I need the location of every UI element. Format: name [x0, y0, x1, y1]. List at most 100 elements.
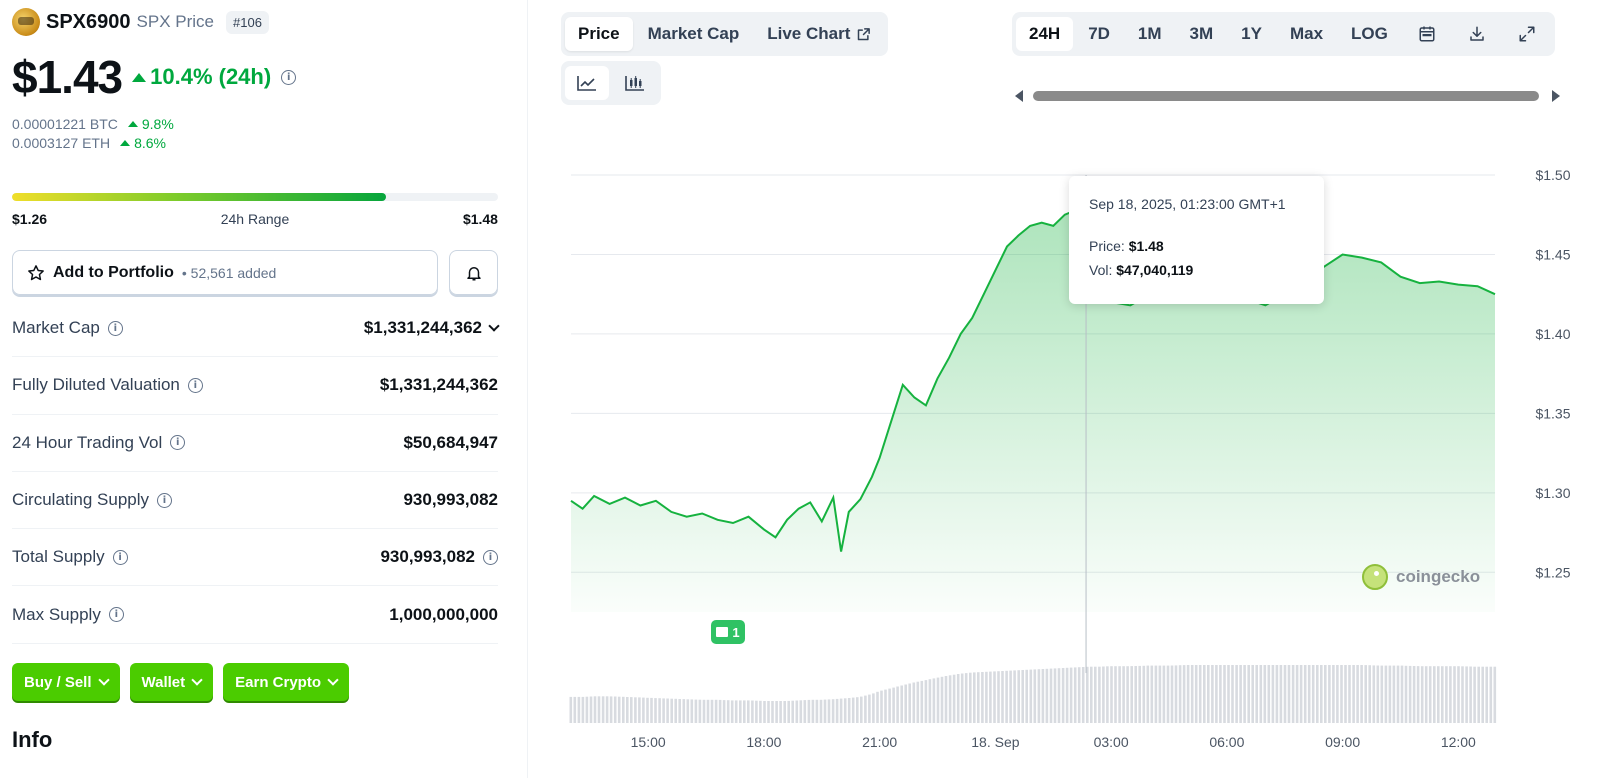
- volume-bar: [819, 699, 823, 723]
- range-7d[interactable]: 7D: [1088, 24, 1110, 43]
- scrollbar-thumb[interactable]: [1033, 91, 1539, 101]
- volume-bar: [1138, 665, 1141, 723]
- info-icon[interactable]: i: [157, 492, 173, 508]
- volume-bar: [678, 699, 681, 723]
- tab-price[interactable]: Price: [565, 17, 633, 51]
- info-icon[interactable]: i: [281, 69, 297, 85]
- info-icon[interactable]: i: [170, 435, 186, 451]
- volume-bar: [920, 680, 924, 723]
- info-icon[interactable]: i: [108, 607, 124, 623]
- volume-bar: [1433, 666, 1436, 723]
- tooltip-price-value: $1.48: [1128, 238, 1164, 254]
- stat-value-text: $1,331,244,362: [363, 318, 482, 338]
- info-heading: Info: [12, 727, 53, 752]
- volume-bar: [1203, 665, 1206, 723]
- volume-bar: [1223, 665, 1226, 723]
- line-chart-icon: [577, 76, 596, 91]
- calendar-icon: [1419, 26, 1435, 42]
- volume-bar: [1182, 665, 1186, 723]
- volume-bar: [1247, 665, 1250, 723]
- volume-bar: [1372, 665, 1376, 723]
- volume-bar: [1154, 665, 1158, 723]
- tab-market-cap[interactable]: Market Cap: [647, 24, 740, 43]
- fullscreen-button[interactable]: [1503, 17, 1551, 51]
- volume-bar: [989, 671, 992, 723]
- volume-bar: [702, 699, 706, 723]
- info-icon[interactable]: i: [112, 549, 128, 565]
- news-icon: [716, 627, 729, 637]
- earn-crypto-button[interactable]: Earn Crypto: [223, 663, 350, 701]
- volume-bar: [694, 699, 698, 723]
- scroll-left-icon[interactable]: [1015, 90, 1023, 102]
- download-button[interactable]: [1453, 17, 1501, 51]
- volume-bar: [1025, 669, 1028, 723]
- volume-bar: [1219, 665, 1222, 723]
- volume-bar: [771, 701, 774, 723]
- add-to-portfolio-button[interactable]: Add to Portfolio • 52,561 added: [12, 250, 438, 295]
- range-high: $1.48: [462, 211, 498, 227]
- volume-bar: [815, 699, 819, 723]
- volume-bar: [739, 700, 742, 723]
- candlestick-chart-button[interactable]: [613, 66, 657, 100]
- tab-live-chart[interactable]: Live Chart: [754, 17, 884, 51]
- volume-bar: [1037, 669, 1041, 723]
- volume-bar: [1186, 665, 1190, 723]
- chart-panel: Price Market Cap Live Chart 24H 7D 1M 3M…: [529, 0, 1600, 778]
- coingecko-logo: [1362, 564, 1388, 590]
- volume-bar: [904, 684, 907, 723]
- calendar-button[interactable]: [1403, 17, 1451, 51]
- volume-bar: [1420, 666, 1424, 723]
- volume-bar: [674, 698, 677, 723]
- wallet-button[interactable]: Wallet: [129, 663, 214, 701]
- volume-bar: [1126, 666, 1129, 723]
- candlestick-icon: [625, 76, 644, 91]
- volume-bar: [1441, 666, 1444, 723]
- range-log[interactable]: LOG: [1351, 24, 1388, 43]
- volume-bar: [1227, 665, 1230, 723]
- range-24h[interactable]: 24H: [1016, 17, 1074, 51]
- range-1y[interactable]: 1Y: [1241, 24, 1262, 43]
- range-1m[interactable]: 1M: [1137, 24, 1162, 43]
- info-icon[interactable]: i: [483, 549, 498, 565]
- chart-tabs: Price Market Cap Live Chart: [561, 12, 889, 56]
- volume-bar: [1473, 666, 1476, 723]
- volume-bar: [981, 672, 984, 723]
- volume-bar: [868, 694, 871, 723]
- volume-bar: [1045, 668, 1049, 723]
- volume-bar: [952, 674, 956, 723]
- range-max[interactable]: Max: [1289, 24, 1324, 43]
- volume-bar: [1098, 666, 1101, 723]
- volume-bar: [851, 697, 855, 723]
- chart-tooltip: Sep 18, 2025, 01:23:00 GMT+1 Price: $1.4…: [1069, 176, 1324, 304]
- info-icon[interactable]: i: [107, 320, 123, 336]
- volume-bar: [835, 698, 839, 723]
- volume-bar: [1469, 666, 1472, 723]
- volume-bar: [662, 698, 665, 723]
- volume-bar: [1009, 670, 1012, 723]
- volume-bar: [876, 691, 879, 723]
- info-icon[interactable]: i: [187, 377, 203, 393]
- volume-bar: [1142, 665, 1146, 723]
- buy-sell-button[interactable]: Buy / Sell: [12, 663, 120, 701]
- price-alert-button[interactable]: [449, 250, 498, 295]
- stat-label-text: Total Supply: [12, 547, 105, 567]
- stat-value[interactable]: $1,331,244,362: [363, 318, 500, 338]
- price-chart[interactable]: $1.50 $1.45 $1.40 $1.35 $1.30 $1.25 15:00 18:0…: [529, 120, 1600, 770]
- line-chart-button[interactable]: [565, 66, 609, 100]
- volume-bar: [1239, 665, 1242, 723]
- up-arrow-icon: [120, 140, 131, 146]
- chart-scrollbar[interactable]: [1015, 89, 1560, 103]
- volume-bar: [589, 696, 593, 723]
- volume-bar: [577, 696, 581, 723]
- volume-bar: [1316, 665, 1319, 723]
- volume-bar: [1170, 665, 1174, 723]
- news-marker[interactable]: 1: [711, 620, 745, 644]
- volume-bar: [1118, 666, 1121, 723]
- volume-bar: [1243, 665, 1246, 723]
- scroll-right-icon[interactable]: [1552, 90, 1560, 102]
- volume-bar: [1348, 665, 1351, 723]
- volume-bar: [767, 701, 770, 723]
- range-3m[interactable]: 3M: [1189, 24, 1214, 43]
- tooltip-price-label: Price:: [1089, 238, 1125, 254]
- volume-bar: [734, 700, 738, 723]
